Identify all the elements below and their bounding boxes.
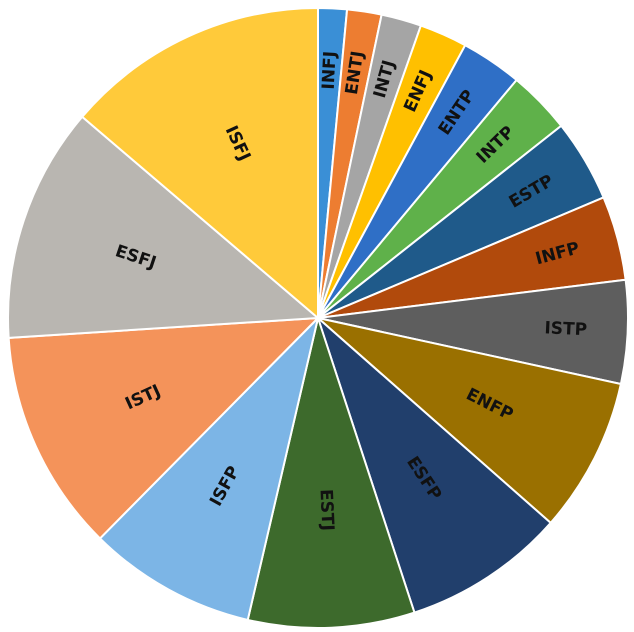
pie-slice <box>80 6 319 321</box>
pie-slice <box>246 314 416 629</box>
pie-slice <box>315 314 553 614</box>
slice-label: ISTP <box>544 318 587 340</box>
pie-slice <box>98 314 320 622</box>
pie-slice <box>7 115 321 339</box>
slice-label: INFJ <box>319 51 341 90</box>
pie-slice <box>314 316 623 525</box>
slice-label: ESTJ <box>316 489 338 532</box>
pie-slice <box>7 316 321 540</box>
